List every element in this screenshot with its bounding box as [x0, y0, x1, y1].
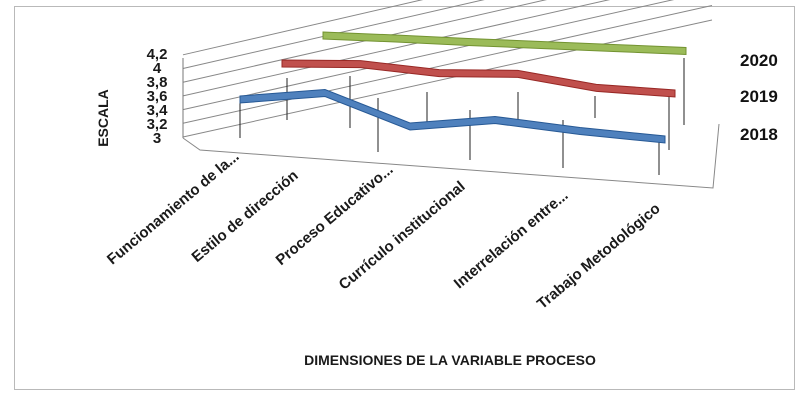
series-label-2019: 2019: [740, 87, 778, 106]
category-label: Trabajo Metodológico: [534, 200, 664, 313]
y-tick-label: 3: [153, 130, 161, 147]
category-label: Funcionamiento de la...: [104, 148, 243, 268]
series-label-2018: 2018: [740, 125, 778, 144]
chart-ribbons: [239, 31, 687, 144]
x-axis-title: DIMENSIONES DE LA VARIABLE PROCESO: [304, 352, 596, 368]
gridline: [182, 0, 485, 69]
chart-frame: [14, 6, 795, 390]
series-labels: 2018 2019 2020: [740, 51, 778, 144]
series-ribbon-2018: [239, 88, 666, 144]
y-tick-label: 3,2: [147, 116, 168, 133]
y-axis-title: ESCALA: [95, 89, 111, 147]
gridline: [182, 0, 548, 83]
gridline: [182, 5, 713, 124]
gridline: [182, 0, 424, 56]
y-tick-label: 4,2: [147, 46, 168, 63]
gridline: [182, 19, 713, 138]
gridline: [182, 0, 611, 97]
floor-outline: [182, 123, 720, 189]
gridline: [182, 0, 675, 111]
category-label: Interrelación entre...: [451, 187, 572, 292]
y-tick-label: 3,8: [147, 74, 168, 91]
series-label-2020: 2020: [740, 51, 778, 70]
series-ribbon-2020: [322, 31, 687, 56]
y-tick-label: 3,4: [147, 102, 169, 119]
y-axis-ticks: 33,23,43,63,844,2: [147, 46, 169, 147]
category-labels: Funcionamiento de la...Estilo de direcci…: [104, 148, 664, 313]
y-tick-label: 3,6: [147, 88, 168, 105]
y-tick-label: 4: [153, 60, 162, 77]
series-ribbon-2019: [281, 59, 676, 98]
